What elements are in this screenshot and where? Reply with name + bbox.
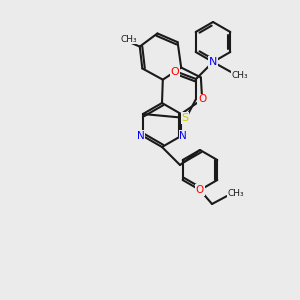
Text: O: O <box>198 94 206 104</box>
Text: CH₃: CH₃ <box>228 190 244 199</box>
Text: N: N <box>209 57 217 67</box>
Text: N: N <box>179 131 187 141</box>
Text: CH₃: CH₃ <box>232 70 248 80</box>
Text: S: S <box>182 113 189 123</box>
Text: O: O <box>196 185 204 195</box>
Text: O: O <box>171 67 179 77</box>
Text: N: N <box>137 131 145 141</box>
Text: CH₃: CH₃ <box>121 35 137 44</box>
